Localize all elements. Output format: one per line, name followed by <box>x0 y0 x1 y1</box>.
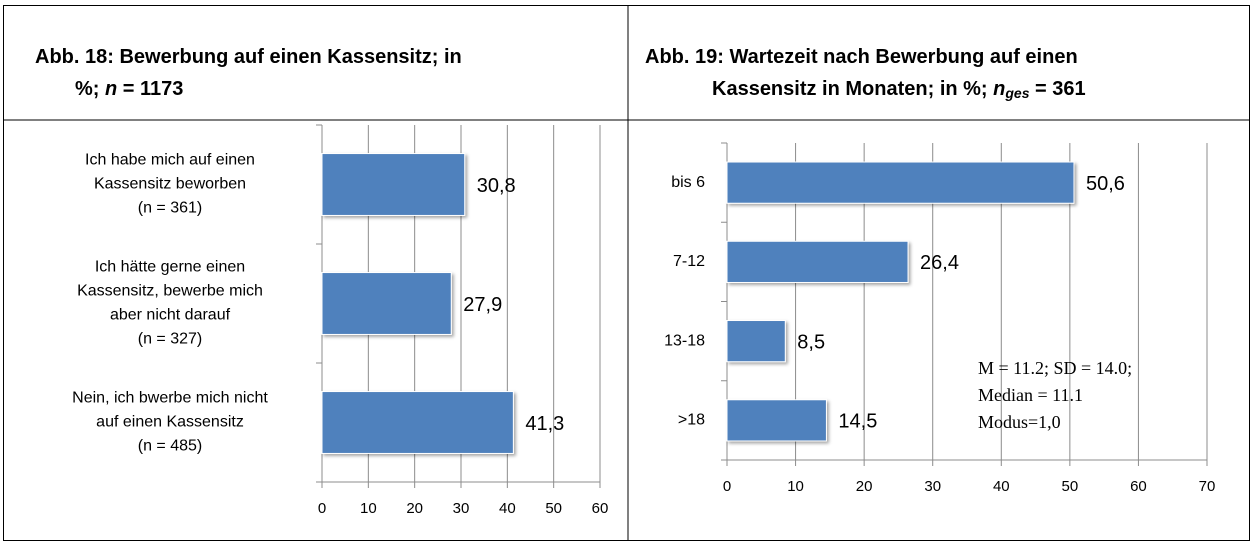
x-tick-label: 40 <box>499 500 516 517</box>
bar <box>726 161 1075 204</box>
x-tick-label: 30 <box>453 500 470 517</box>
title-part: ges <box>1004 85 1029 101</box>
y-tick-label: Kassensitz beworben <box>94 176 246 193</box>
y-tick-label: (n = 485) <box>138 438 202 455</box>
x-tick-label: 30 <box>924 478 941 495</box>
value-label: 41,3 <box>525 413 564 435</box>
x-tick-label: 10 <box>787 478 804 495</box>
bar <box>726 320 786 363</box>
title-part: n <box>993 78 1005 100</box>
chart-title: %; n = 1173 <box>75 78 183 100</box>
y-tick-label: Nein, ich bwerbe mich nicht <box>72 390 268 407</box>
title-part: Abb. 19: Wartezeit nach Bewerbung auf ei… <box>645 46 1078 68</box>
value-label: 8,5 <box>797 331 825 353</box>
title-part: = 361 <box>1030 78 1086 100</box>
y-tick-label: (n = 327) <box>138 331 202 348</box>
bar <box>321 272 452 335</box>
x-tick-label: 20 <box>856 478 873 495</box>
value-label: 50,6 <box>1086 173 1125 195</box>
annotation: M = 11.2; SD = 14.0; <box>978 358 1132 378</box>
value-label: 30,8 <box>477 175 516 197</box>
x-tick-label: 10 <box>360 500 377 517</box>
chart-title: Abb. 18: Bewerbung auf einen Kassensitz;… <box>35 46 462 68</box>
y-tick-label: auf einen Kassensitz <box>96 414 244 431</box>
x-tick-label: 60 <box>1130 478 1147 495</box>
y-tick-label: 13-18 <box>664 332 705 349</box>
title-part: Kassensitz in Monaten; in %; <box>712 78 993 100</box>
y-tick-label: bis 6 <box>671 174 705 191</box>
x-tick-label: 20 <box>406 500 423 517</box>
x-tick-label: 60 <box>592 500 609 517</box>
x-tick-label: 40 <box>993 478 1010 495</box>
value-label: 26,4 <box>920 252 959 274</box>
bar <box>726 240 909 283</box>
annotation: Modus=1,0 <box>978 412 1061 432</box>
x-tick-label: 0 <box>318 500 326 517</box>
y-tick-label: aber nicht darauf <box>110 307 231 324</box>
bar <box>321 153 466 216</box>
title-part: Abb. 18: Bewerbung auf einen Kassensitz;… <box>35 46 462 68</box>
title-part: n <box>105 78 117 100</box>
x-tick-label: 0 <box>723 478 731 495</box>
value-label: 27,9 <box>463 294 502 316</box>
title-part: = 1173 <box>117 78 183 100</box>
annotation: Median = 11.1 <box>978 385 1083 405</box>
y-tick-label: Ich hätte gerne einen <box>95 259 245 276</box>
y-tick-label: (n = 361) <box>138 200 202 217</box>
bar <box>726 399 827 442</box>
value-label: 14,5 <box>838 411 877 433</box>
x-tick-label: 50 <box>545 500 562 517</box>
x-tick-label: 50 <box>1062 478 1079 495</box>
y-tick-label: 7-12 <box>673 253 705 270</box>
chart-title: Kassensitz in Monaten; in %; nges = 361 <box>712 78 1086 100</box>
table-border <box>3 5 1250 541</box>
y-tick-label: >18 <box>678 412 705 429</box>
chart-title: Abb. 19: Wartezeit nach Bewerbung auf ei… <box>645 46 1078 68</box>
x-tick-label: 70 <box>1199 478 1216 495</box>
y-tick-label: Kassensitz, bewerbe mich <box>77 283 263 300</box>
y-tick-label: Ich habe mich auf einen <box>85 152 255 169</box>
title-part: %; <box>75 78 105 100</box>
bar <box>321 391 514 454</box>
